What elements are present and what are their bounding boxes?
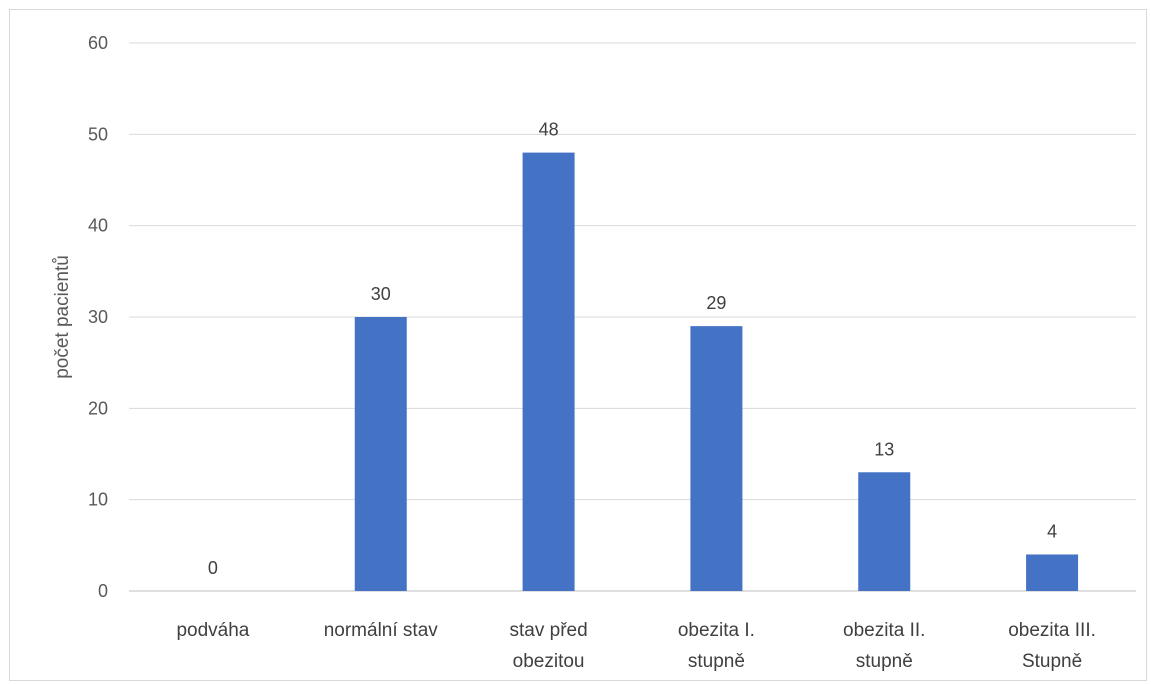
y-tick-label: 30 — [88, 307, 108, 327]
bar — [522, 152, 575, 591]
y-tick-labels: 0 10 20 30 40 50 60 — [88, 33, 108, 601]
category-label-line: obezita III. — [1008, 620, 1096, 641]
data-label: 30 — [371, 284, 391, 304]
category-label-line: stav před — [510, 620, 588, 641]
data-label: 0 — [208, 558, 218, 578]
y-tick-label: 50 — [88, 124, 108, 144]
category-label-line: stupně — [856, 651, 913, 672]
category-label-line: podváha — [176, 620, 249, 641]
bars — [354, 152, 1079, 591]
data-label: 48 — [539, 120, 559, 140]
y-axis-title: počet pacientů — [52, 255, 73, 379]
y-tick-label: 10 — [88, 490, 108, 510]
category-label: normální stav — [324, 620, 439, 641]
category-labels: podváha normální stav stav před obezitou obe… — [176, 620, 1095, 672]
bar — [354, 317, 407, 591]
gridlines — [129, 42, 1136, 592]
y-tick-label: 0 — [98, 581, 108, 601]
category-label-line: obezita II. — [843, 620, 925, 641]
data-label: 4 — [1047, 521, 1057, 541]
data-labels: 0 30 48 29 13 4 — [208, 120, 1057, 578]
bar — [858, 472, 911, 591]
data-label: 13 — [874, 439, 894, 459]
category-label-line: Stupně — [1022, 651, 1082, 672]
category-label-line: obezitou — [513, 651, 585, 672]
category-label-line: obezita I. — [678, 620, 755, 641]
data-label: 29 — [706, 293, 726, 313]
category-label: obezita I. stupně — [678, 620, 755, 672]
y-tick-label: 60 — [88, 33, 108, 53]
y-tick-label: 40 — [88, 216, 108, 236]
category-label: obezita II. stupně — [843, 620, 925, 672]
category-label-line: stupně — [688, 651, 745, 672]
bar — [690, 326, 743, 591]
category-label: podváha — [176, 620, 249, 641]
y-tick-label: 20 — [88, 398, 108, 418]
category-label: obezita III. Stupně — [1008, 620, 1096, 672]
chart-frame — [9, 9, 1147, 681]
bar — [1026, 554, 1079, 591]
category-label-line: normální stav — [324, 620, 439, 641]
category-label: stav před obezitou — [510, 620, 588, 672]
